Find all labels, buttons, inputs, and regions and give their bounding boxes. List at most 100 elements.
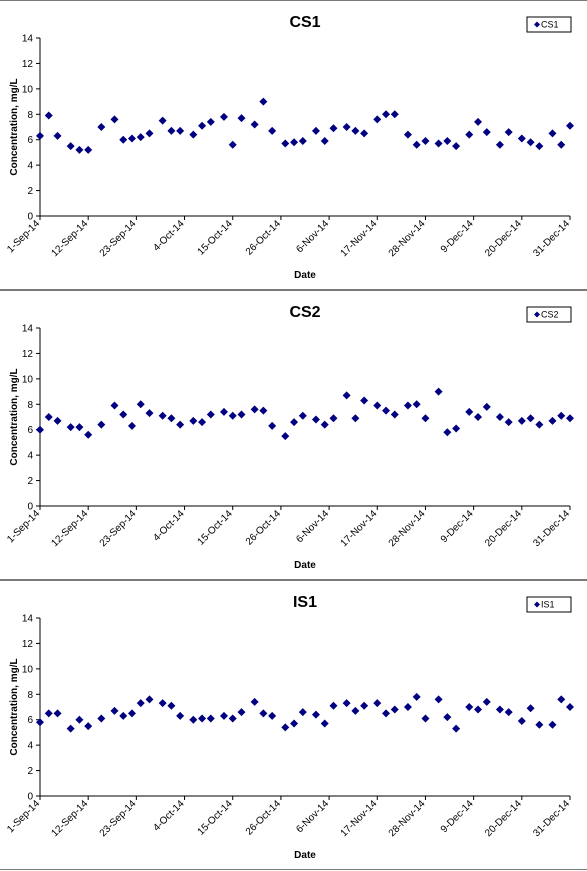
data-point: [250, 697, 259, 706]
x-tick-label: 26-Oct-14: [244, 798, 284, 838]
data-point: [237, 114, 246, 123]
data-point: [482, 697, 491, 706]
data-point: [281, 723, 290, 732]
data-point: [482, 402, 491, 411]
data-point: [97, 714, 106, 723]
x-tick-label: 31-Dec-14: [531, 798, 572, 839]
data-point: [119, 135, 128, 144]
legend-box: [526, 596, 572, 613]
data-point: [373, 699, 382, 708]
data-point: [36, 718, 44, 727]
data-point: [311, 415, 320, 424]
data-point: [557, 411, 566, 420]
data-point: [548, 720, 557, 729]
data-point: [167, 701, 176, 710]
data-point: [482, 128, 491, 137]
x-tick-label: 28-Nov-14: [387, 508, 428, 549]
y-tick-label: 12: [22, 349, 34, 360]
data-point: [342, 699, 351, 708]
x-tick-label: 17-Nov-14: [339, 218, 380, 259]
data-point: [119, 711, 128, 720]
data-point: [403, 401, 412, 410]
data-point: [53, 416, 62, 425]
data-point: [517, 134, 526, 143]
data-point: [526, 138, 535, 147]
x-tick-label: 17-Nov-14: [339, 508, 380, 549]
data-point: [198, 418, 207, 427]
data-point: [268, 711, 277, 720]
data-point: [176, 711, 185, 720]
data-point: [110, 115, 119, 124]
y-tick-label: 4: [27, 161, 33, 172]
data-point: [53, 709, 62, 718]
data-point: [53, 131, 62, 140]
x-tick-label: 17-Nov-14: [339, 798, 380, 839]
data-point: [412, 140, 421, 149]
data-point: [320, 136, 329, 145]
data-point: [443, 428, 452, 437]
x-axis-label: Date: [294, 850, 316, 861]
data-point: [443, 136, 452, 145]
data-point: [434, 139, 443, 148]
data-point: [97, 123, 106, 131]
data-point: [474, 117, 483, 126]
data-point: [189, 130, 198, 139]
data-point: [84, 430, 93, 439]
chart-title: CS1: [289, 14, 320, 31]
data-point: [390, 110, 399, 119]
x-tick-label: 9-Dec-14: [439, 508, 476, 545]
data-point: [443, 713, 452, 722]
data-point: [219, 711, 228, 720]
data-point: [535, 720, 544, 729]
data-point: [268, 421, 277, 430]
x-tick-label: 20-Dec-14: [483, 508, 524, 549]
data-point: [329, 124, 338, 133]
data-point: [360, 701, 369, 710]
x-tick-label: 9-Dec-14: [439, 798, 476, 835]
y-tick-label: 0: [27, 792, 33, 803]
data-point: [136, 133, 145, 142]
data-point: [566, 703, 574, 711]
data-point: [320, 719, 329, 728]
data-point: [44, 709, 53, 718]
y-tick-label: 10: [22, 84, 34, 95]
legend-marker: [534, 601, 540, 608]
y-tick-label: 12: [22, 639, 34, 650]
data-point: [189, 416, 198, 425]
x-tick-label: 15-Oct-14: [196, 218, 236, 258]
data-point: [259, 406, 268, 415]
data-point: [526, 704, 535, 713]
data-point: [351, 706, 360, 715]
y-tick-label: 6: [27, 715, 33, 726]
data-point: [382, 709, 391, 718]
data-point: [84, 722, 93, 731]
y-tick-label: 8: [27, 110, 33, 121]
chart-svg: CS1 0 2 4 6 8 10 12 14 1-Sep-14 12-Sep-14 23-Sep-14…: [5, 14, 574, 281]
data-point: [373, 115, 382, 124]
data-point: [189, 715, 198, 724]
data-point: [504, 418, 513, 427]
chart-panel-cs2: CS2 0 2 4 6 8 10 12 14 1-Sep-14 12-Sep-14 23-Sep-14…: [0, 290, 587, 580]
chart-svg: IS1 0 2 4 6 8 10 12 14 1-Sep-14 12-Sep-14 23-Sep-14…: [5, 594, 574, 861]
legend-label: IS1: [541, 600, 555, 610]
data-point: [517, 416, 526, 425]
data-point: [219, 112, 228, 121]
data-point: [119, 410, 128, 419]
data-point: [495, 705, 504, 714]
data-point: [145, 695, 154, 704]
data-point: [75, 145, 84, 154]
data-point: [167, 414, 176, 423]
x-tick-label: 28-Nov-14: [387, 218, 428, 259]
y-tick-label: 14: [22, 324, 34, 335]
data-point: [360, 129, 369, 138]
data-point: [465, 407, 474, 416]
data-point: [311, 126, 320, 135]
data-point: [158, 116, 167, 125]
data-point: [311, 710, 320, 719]
chart-title: IS1: [293, 594, 317, 611]
x-tick-label: 1-Sep-14: [5, 508, 42, 545]
data-point: [237, 708, 246, 717]
data-point: [110, 706, 119, 715]
x-tick-label: 23-Sep-14: [98, 508, 139, 549]
y-tick-label: 10: [22, 374, 34, 385]
